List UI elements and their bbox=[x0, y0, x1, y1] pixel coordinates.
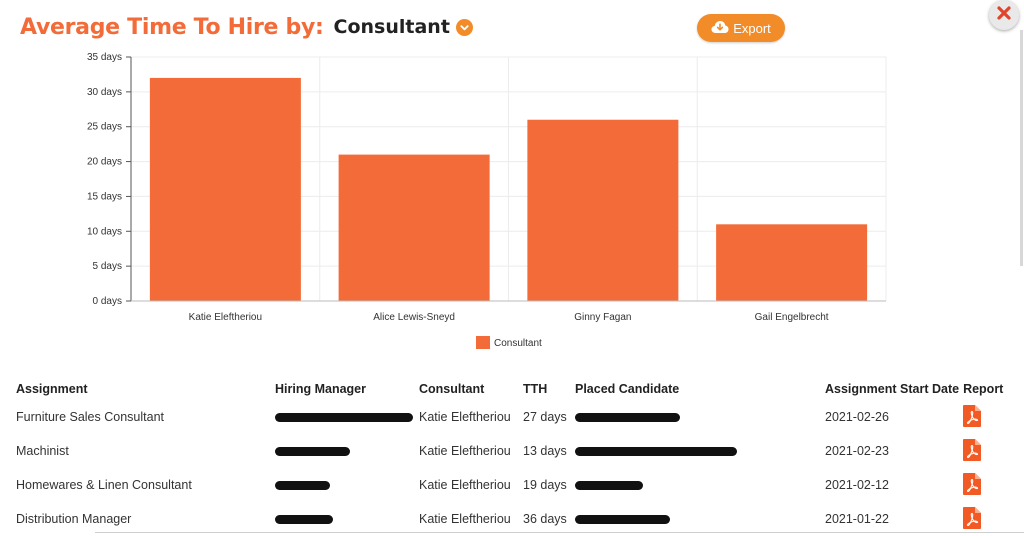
y-tick-label: 35 days bbox=[87, 52, 122, 63]
consultant-cell: Katie Eleftheriou bbox=[419, 478, 511, 492]
hiring-manager-cell bbox=[273, 434, 417, 468]
chart-legend: Consultant bbox=[476, 336, 542, 349]
start-date-cell: 2021-01-22 bbox=[825, 512, 889, 526]
table-row: Furniture Sales Consultant Katie Elefther… bbox=[14, 400, 1015, 434]
pdf-icon[interactable] bbox=[963, 506, 982, 532]
y-tick-label: 5 days bbox=[93, 261, 122, 272]
x-tick-label: Alice Lewis-Sneyd bbox=[373, 312, 455, 323]
column-header-hiring-manager[interactable]: Hiring Manager bbox=[275, 382, 366, 396]
legend-label: Consultant bbox=[494, 338, 542, 349]
placed-candidate-cell bbox=[573, 502, 823, 536]
report-cell bbox=[961, 434, 1015, 468]
x-tick-label: Katie Eleftheriou bbox=[189, 312, 262, 323]
export-button[interactable]: Export bbox=[697, 14, 785, 42]
y-tick-label: 20 days bbox=[87, 157, 122, 168]
column-header-placed-candidate[interactable]: Placed Candidate bbox=[575, 382, 680, 396]
tth-cell: 13 days bbox=[523, 444, 567, 458]
redaction bbox=[575, 447, 737, 457]
start-date-cell: 2021-02-12 bbox=[825, 478, 889, 492]
cloud-download-icon bbox=[711, 20, 729, 37]
y-tick-label: 10 days bbox=[87, 226, 122, 237]
table-row: Distribution Manager Katie Eleftheriou 36 … bbox=[14, 502, 1015, 536]
consultant-cell: Katie Eleftheriou bbox=[419, 410, 511, 424]
redaction bbox=[275, 413, 413, 423]
pdf-icon[interactable] bbox=[963, 404, 982, 430]
table-header-row: Assignment Hiring Manager Consultant TTH… bbox=[14, 376, 1015, 400]
page-title: Average Time To Hire by: bbox=[20, 14, 324, 40]
redaction bbox=[275, 447, 350, 457]
placements-table: Assignment Hiring Manager Consultant TTH… bbox=[14, 376, 1015, 536]
pdf-icon[interactable] bbox=[963, 438, 982, 464]
tth-cell: 19 days bbox=[523, 478, 567, 492]
y-tick-label: 30 days bbox=[87, 87, 122, 98]
redaction bbox=[275, 515, 333, 525]
hiring-manager-cell bbox=[273, 502, 417, 536]
bar[interactable] bbox=[716, 224, 868, 301]
legend-swatch[interactable] bbox=[476, 336, 490, 349]
report-cell bbox=[961, 502, 1015, 536]
column-header-assignment[interactable]: Assignment bbox=[16, 382, 88, 396]
column-header-consultant[interactable]: Consultant bbox=[419, 382, 485, 396]
hiring-manager-cell bbox=[273, 468, 417, 502]
dimension-select[interactable]: Consultant bbox=[334, 16, 473, 38]
placed-candidate-cell bbox=[573, 434, 823, 468]
y-tick-label: 0 days bbox=[93, 296, 122, 307]
placed-candidate-cell bbox=[573, 468, 823, 502]
placed-candidate-cell bbox=[573, 400, 823, 434]
redaction bbox=[575, 481, 643, 491]
column-header-report: Report bbox=[963, 382, 1004, 396]
assignment-cell[interactable]: Distribution Manager bbox=[16, 512, 132, 526]
tth-cell: 27 days bbox=[523, 410, 567, 424]
redaction bbox=[575, 515, 670, 525]
table-row: Machinist Katie Eleftheriou 13 days 2021-02… bbox=[14, 434, 1015, 468]
assignment-cell[interactable]: Furniture Sales Consultant bbox=[16, 410, 164, 424]
page-header: Average Time To Hire by: Consultant bbox=[20, 10, 473, 44]
start-date-cell: 2021-02-23 bbox=[825, 444, 889, 458]
bar[interactable] bbox=[149, 77, 301, 302]
scrollbar-track[interactable] bbox=[1020, 30, 1023, 266]
dimension-label: Consultant bbox=[333, 16, 450, 38]
bar[interactable] bbox=[527, 119, 679, 301]
consultant-cell: Katie Eleftheriou bbox=[419, 512, 511, 526]
assignment-cell[interactable]: Homewares & Linen Consultant bbox=[16, 478, 192, 492]
report-cell bbox=[961, 400, 1015, 434]
tth-cell: 36 days bbox=[523, 512, 567, 526]
redaction bbox=[575, 413, 680, 423]
report-cell bbox=[961, 468, 1015, 502]
export-label: Export bbox=[733, 20, 771, 36]
divider bbox=[95, 532, 1024, 533]
table-row: Homewares & Linen Consultant Katie Elefth… bbox=[14, 468, 1015, 502]
consultant-cell: Katie Eleftheriou bbox=[419, 444, 511, 458]
bar-chart: 0 days 5 days 10 days 15 days 20 days 25 days… bbox=[87, 52, 887, 349]
chevron-down-icon[interactable] bbox=[455, 18, 473, 36]
y-tick-label: 25 days bbox=[87, 122, 122, 133]
close-button[interactable] bbox=[989, 0, 1019, 30]
hiring-manager-cell bbox=[273, 400, 417, 434]
x-tick-label: Gail Engelbrecht bbox=[755, 312, 829, 323]
x-tick-label: Ginny Fagan bbox=[574, 312, 631, 323]
start-date-cell: 2021-02-26 bbox=[825, 410, 889, 424]
redaction bbox=[275, 481, 330, 491]
close-icon bbox=[996, 5, 1012, 26]
y-tick-label: 15 days bbox=[87, 191, 122, 202]
bar[interactable] bbox=[338, 154, 490, 301]
column-header-tth[interactable]: TTH bbox=[523, 382, 548, 396]
assignment-cell[interactable]: Machinist bbox=[16, 444, 69, 458]
column-header-start-date[interactable]: Assignment Start Date bbox=[825, 382, 960, 396]
pdf-icon[interactable] bbox=[963, 472, 982, 498]
